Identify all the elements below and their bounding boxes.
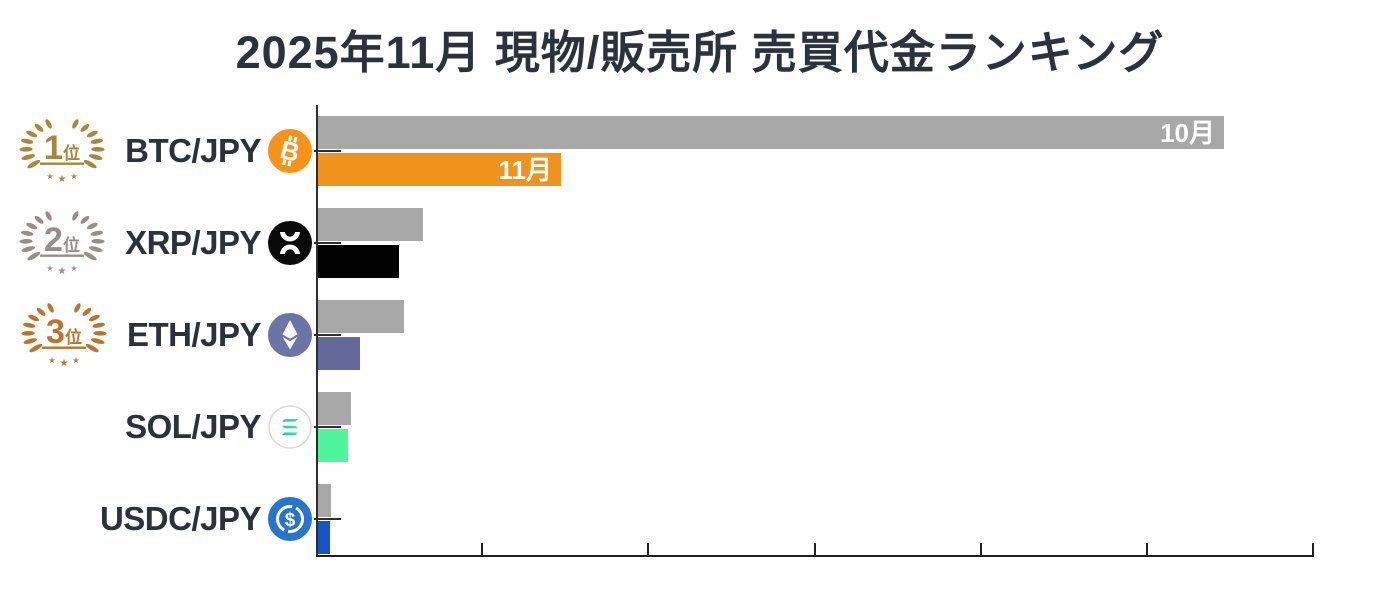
svg-text:2位: 2位 — [44, 221, 80, 259]
coin-icon-slot — [268, 405, 312, 449]
pair-label: ETH/JPY — [126, 316, 262, 353]
svg-text:$: $ — [285, 510, 296, 531]
svg-text:3位: 3位 — [46, 313, 82, 351]
bar-november — [318, 429, 348, 462]
pair-label: SOL/JPY — [125, 408, 261, 445]
coin-icon-slot — [268, 221, 312, 265]
row-label: 2位 ★ ★ ★ XRP/JPY — [0, 207, 312, 279]
svg-text:★: ★ — [71, 172, 78, 181]
svg-text:★: ★ — [47, 172, 54, 181]
sol-icon — [268, 405, 312, 449]
category-tick — [314, 242, 341, 244]
bar-october: 10月 — [318, 116, 1224, 149]
chart-row: 3位 ★ ★ ★ ETH/JPY — [0, 299, 1400, 371]
x-axis-tick — [814, 543, 816, 555]
bar-november — [318, 245, 399, 278]
bar-november: 11月 — [318, 153, 561, 186]
bar-october — [318, 208, 423, 241]
bar-november — [318, 337, 360, 370]
bar-october — [318, 484, 331, 517]
svg-text:★: ★ — [72, 356, 79, 365]
btc-icon: B — [268, 129, 312, 173]
row-label: 1位 ★ ★ ★ BTC/JPY B — [0, 115, 312, 187]
coin-icon-slot — [268, 313, 312, 357]
chart-row: USDC/JPY $ — [0, 483, 1400, 555]
svg-text:★: ★ — [58, 174, 67, 185]
svg-text:★: ★ — [58, 266, 67, 277]
category-tick — [314, 426, 341, 428]
bar-label-october: 10月 — [1160, 117, 1215, 148]
x-axis-tick — [481, 543, 483, 555]
category-tick — [314, 150, 341, 152]
rank-badge-slot: 3位 ★ ★ ★ — [14, 299, 114, 371]
x-axis-tick — [1312, 543, 1314, 555]
rank-badge: 1位 ★ ★ ★ — [19, 119, 105, 185]
x-axis-tick — [647, 543, 649, 555]
coin-icon-slot: $ — [268, 497, 312, 541]
usdc-icon: $ — [268, 497, 312, 541]
chart-row: 1位 ★ ★ ★ BTC/JPY B 10月 11月 — [0, 115, 1400, 187]
row-label: USDC/JPY $ — [0, 483, 312, 555]
svg-text:★: ★ — [71, 264, 78, 273]
bar-october — [318, 392, 351, 425]
svg-text:★: ★ — [47, 264, 54, 273]
bar-november — [318, 521, 330, 554]
rank-badge: 3位 ★ ★ ★ — [21, 303, 107, 369]
rank-badge-slot: 1位 ★ ★ ★ — [12, 115, 112, 187]
x-axis-tick — [1146, 543, 1148, 555]
coin-icon-slot: B — [268, 129, 312, 173]
svg-text:★: ★ — [59, 358, 68, 369]
page-title: 2025年11月 現物/販売所 売買代金ランキング — [235, 27, 1165, 78]
pair-label: BTC/JPY — [125, 132, 261, 169]
pair-label: XRP/JPY — [125, 224, 261, 261]
category-tick — [314, 518, 341, 520]
row-label: 3位 ★ ★ ★ ETH/JPY — [0, 299, 312, 371]
eth-icon — [268, 313, 312, 357]
category-tick — [314, 334, 341, 336]
svg-text:1位: 1位 — [44, 129, 80, 167]
x-axis-line — [316, 555, 1314, 557]
rank-badge: 2位 ★ ★ ★ — [19, 211, 105, 277]
x-axis-tick — [980, 543, 982, 555]
row-label: SOL/JPY — [0, 391, 312, 463]
chart-row: SOL/JPY — [0, 391, 1400, 463]
y-axis-line — [316, 105, 318, 557]
xrp-icon — [268, 221, 312, 265]
bar-label-november: 11月 — [498, 154, 553, 185]
rank-badge-slot: 2位 ★ ★ ★ — [12, 207, 112, 279]
pair-label: USDC/JPY — [99, 500, 262, 537]
bar-october — [318, 300, 404, 333]
chart-row: 2位 ★ ★ ★ XRP/JPY — [0, 207, 1400, 279]
svg-text:★: ★ — [48, 356, 55, 365]
